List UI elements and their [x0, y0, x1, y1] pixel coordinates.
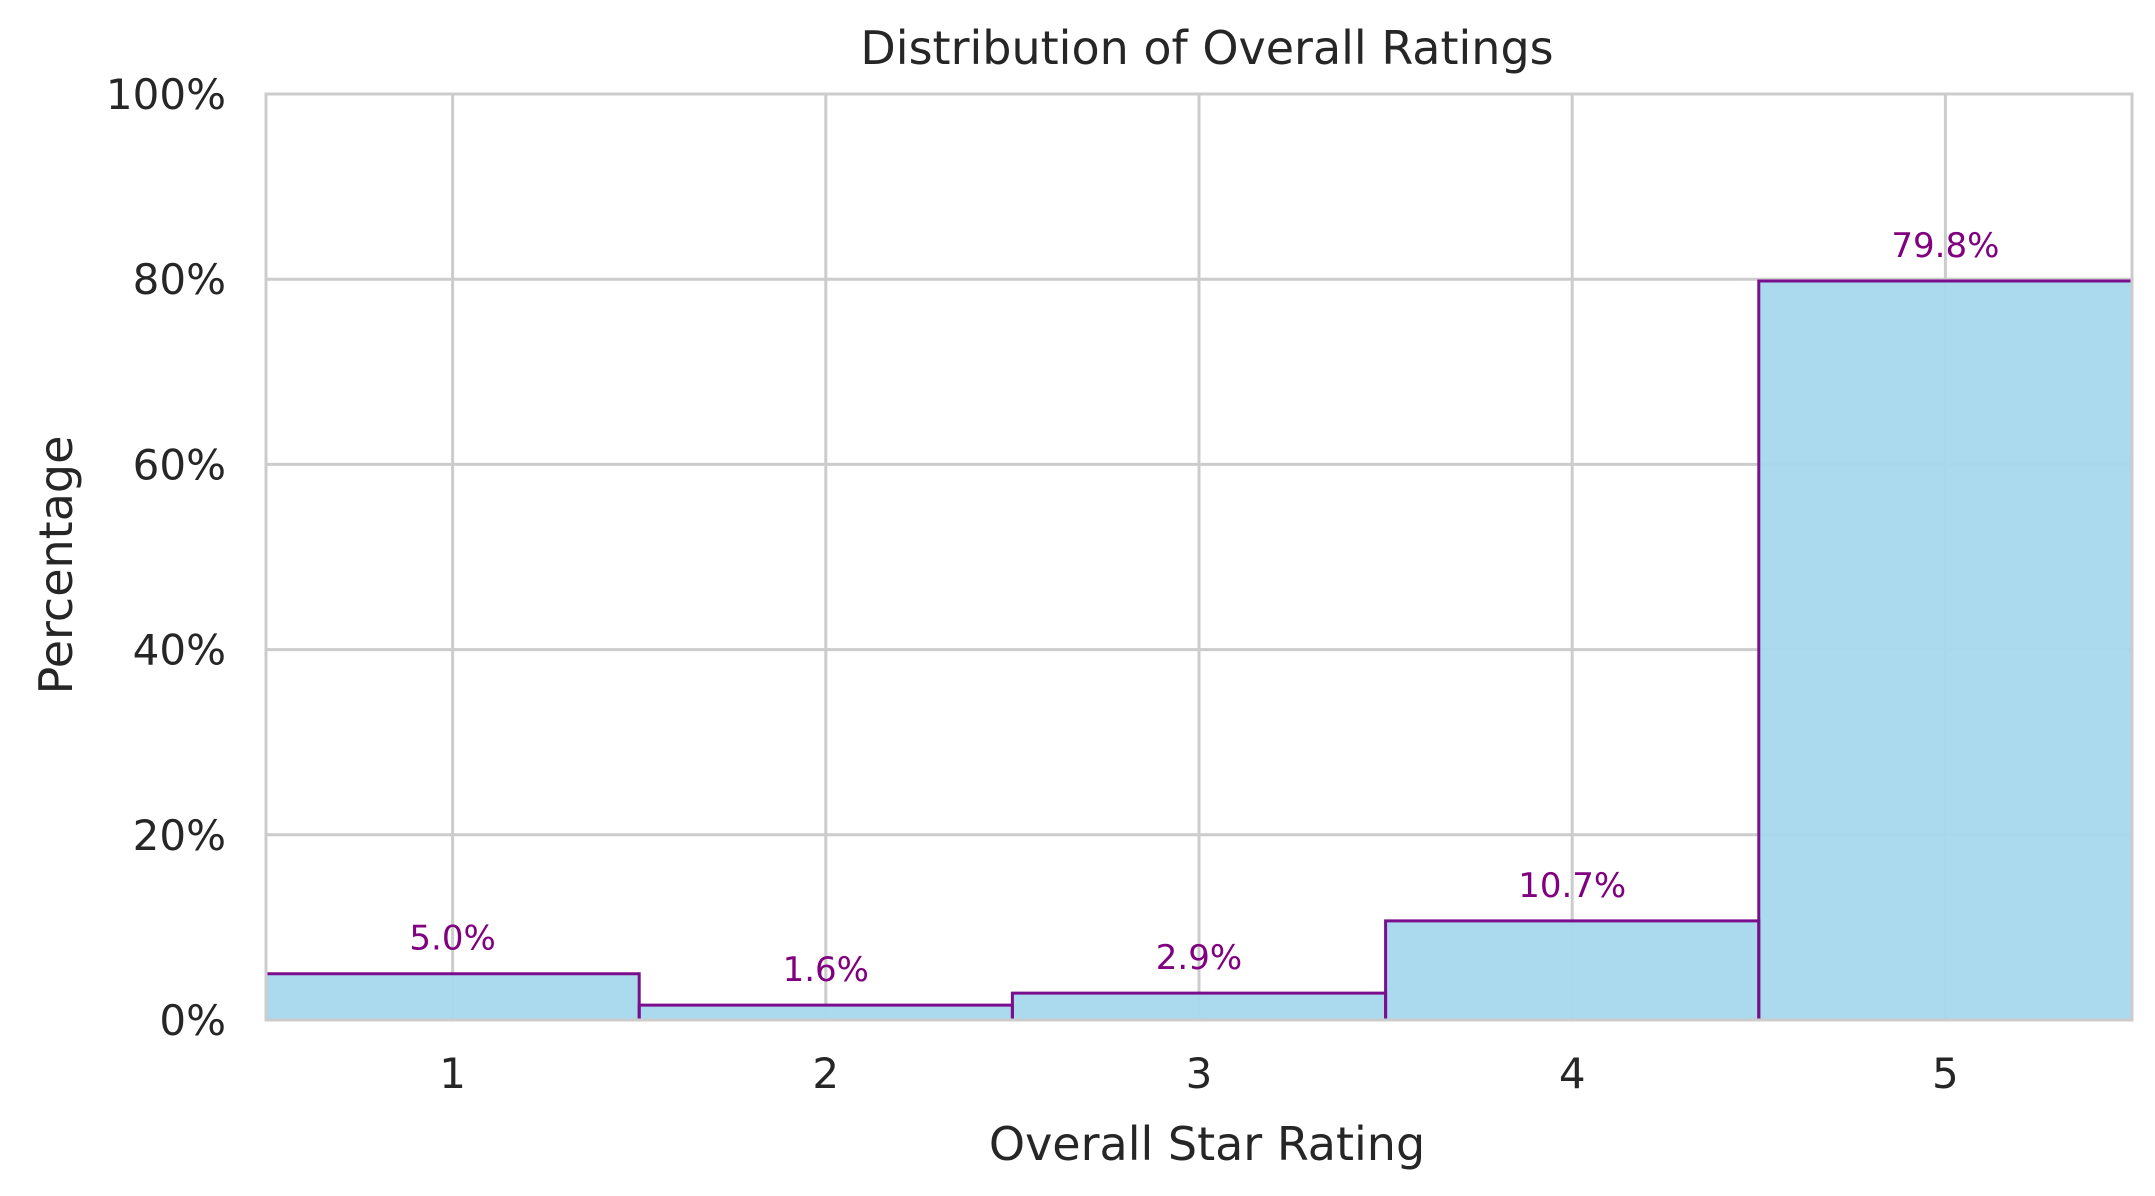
data-label: 2.9% [1156, 938, 1242, 978]
y-tick-label: 100% [106, 70, 226, 119]
y-tick-label: 20% [133, 811, 226, 860]
bars [264, 279, 2134, 1020]
data-label: 79.8% [1891, 226, 1999, 266]
y-tick-labels: 0% 20% 40% 60% 80% 100% [106, 70, 226, 1045]
data-label: 1.6% [783, 950, 869, 990]
bar [1758, 281, 2132, 1020]
x-tick-label: 1 [439, 1049, 466, 1098]
data-labels: 5.0% 1.6% 2.9% 10.7% 79.8% [409, 226, 1999, 990]
bar [266, 973, 640, 1020]
plot-frame [264, 92, 2134, 1022]
y-tick-label: 40% [133, 626, 226, 675]
y-tick-label: 0% [159, 996, 226, 1045]
y-axis-label: Percentage [29, 436, 83, 695]
y-tick-label: 60% [133, 440, 226, 489]
data-label: 10.7% [1518, 866, 1626, 906]
bar [639, 1005, 1013, 1020]
y-tick-label: 80% [133, 255, 226, 304]
x-tick-label: 5 [1932, 1049, 1959, 1098]
bar [1385, 920, 1759, 1020]
x-tick-label: 3 [1186, 1049, 1213, 1098]
x-tick-label: 2 [812, 1049, 839, 1098]
data-label: 5.0% [409, 919, 495, 959]
x-tick-labels: 1 2 3 4 5 [439, 1049, 1959, 1098]
bar [1012, 993, 1386, 1020]
chart-title: Distribution of Overall Ratings [860, 21, 1553, 75]
x-tick-label: 4 [1559, 1049, 1586, 1098]
x-axis-label: Overall Star Rating [989, 1117, 1425, 1171]
